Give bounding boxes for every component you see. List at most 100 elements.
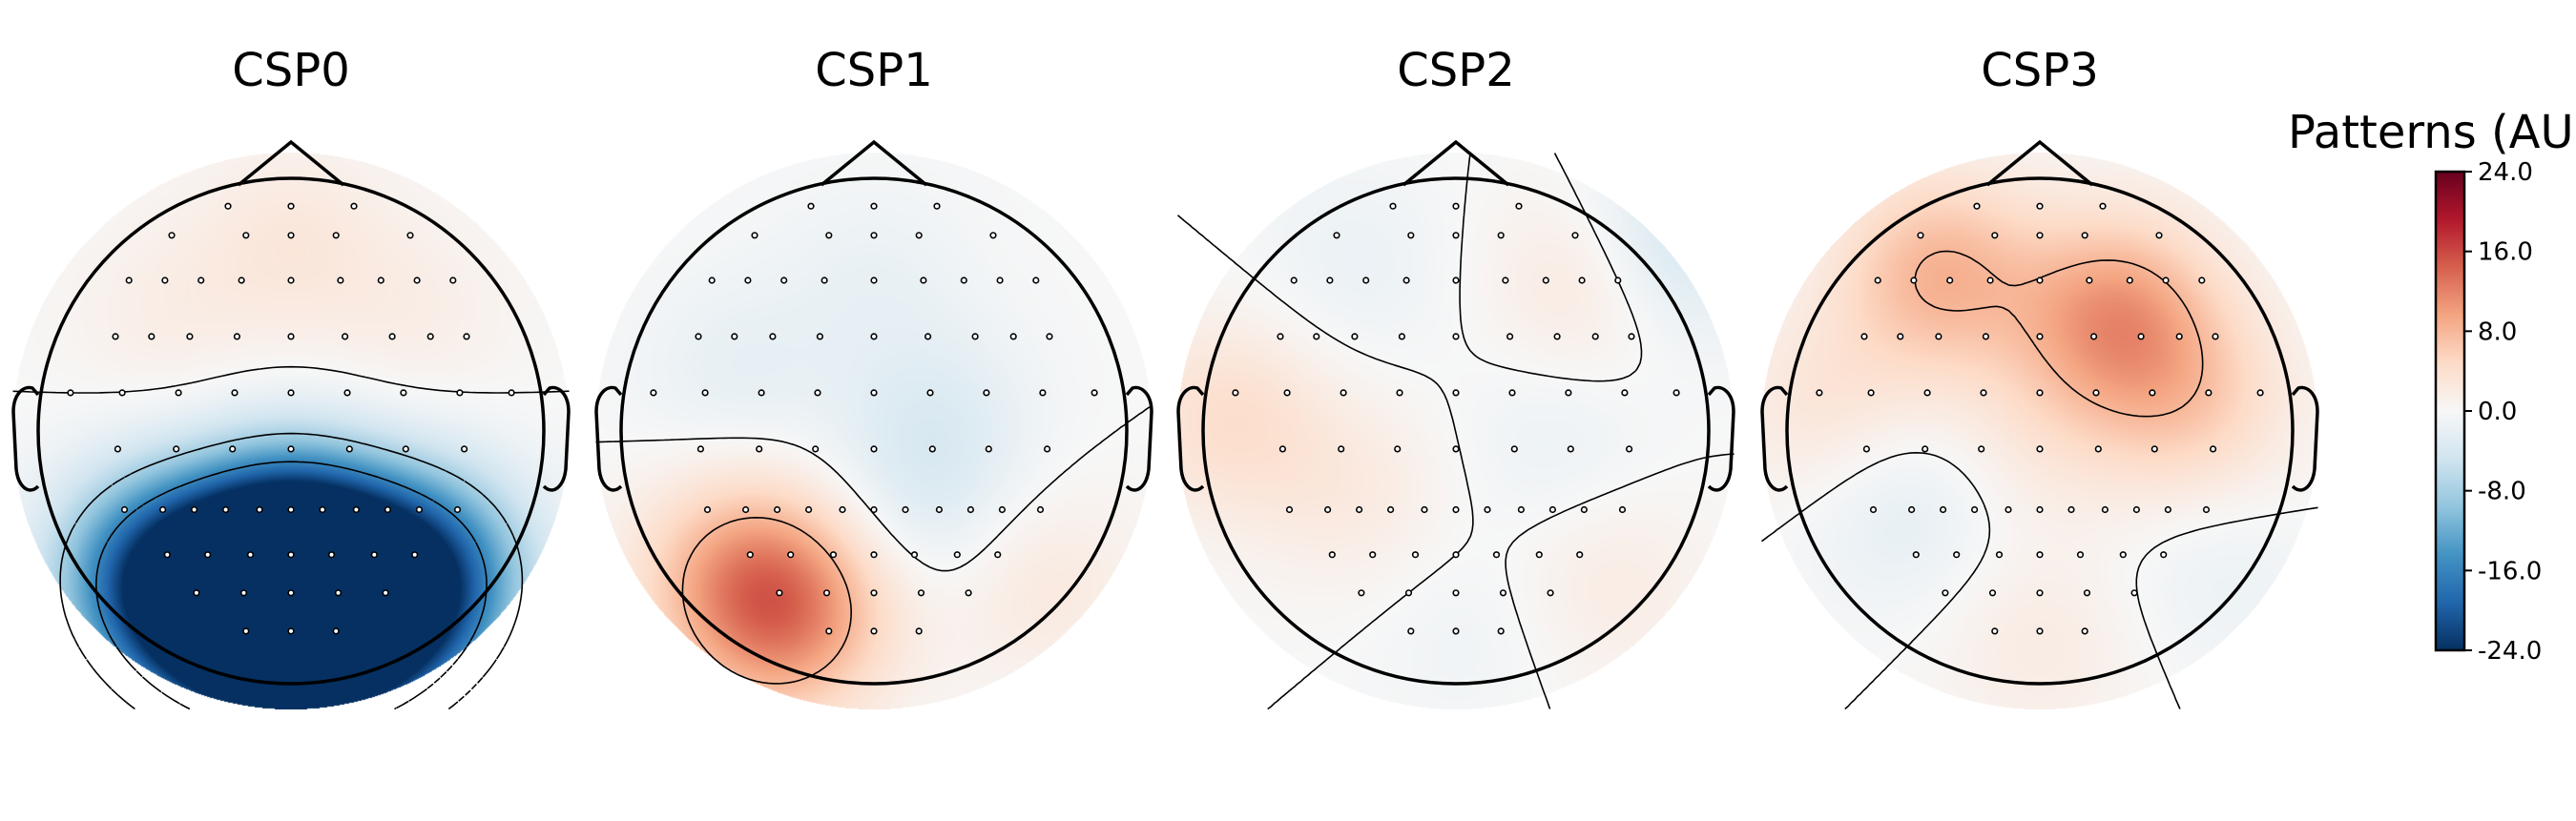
sensor-dot (1922, 445, 1929, 453)
sensor-dot (342, 333, 349, 340)
sensor-dot (814, 389, 821, 397)
sensor-dot (148, 333, 156, 340)
sensor-dot (406, 232, 414, 239)
sensor-dot (708, 277, 716, 284)
sensor-dot (193, 589, 200, 597)
sensor-dot (1283, 389, 1291, 397)
sensor-dot (1816, 389, 1823, 397)
sensor-dot (758, 389, 765, 397)
sensor-dot (1452, 277, 1460, 284)
sensor-dot (1935, 333, 1942, 340)
colorbar-tick-label: 16.0 (2478, 238, 2533, 267)
sensor-dot (1421, 505, 1428, 514)
sensor-dot (1517, 505, 1525, 514)
sensor-dot (787, 551, 795, 559)
sensor-dot (411, 551, 419, 559)
sensor-dot (508, 389, 515, 397)
sensor-dot (821, 277, 828, 284)
sensor-dot (2137, 333, 2145, 340)
sensor-dot (1897, 333, 1904, 340)
topomap-heatmap (595, 153, 1153, 709)
sensor-dot (2081, 232, 2088, 239)
sensor-dot (1547, 589, 1554, 597)
sensor-dot (1043, 445, 1051, 453)
sensor-dot (319, 505, 326, 514)
right-ear-outline (1707, 385, 1735, 492)
sensor-dot (2119, 551, 2127, 559)
head-outline (619, 176, 1129, 686)
sensor-dot (2083, 589, 2091, 597)
colorbar-tick-label: -8.0 (2478, 478, 2526, 506)
sensor-dot (186, 333, 194, 340)
colorbar-title: Patterns (AU) (2288, 106, 2576, 159)
sensor-dot (1404, 589, 1413, 597)
sensor-dot (917, 589, 925, 597)
sensor-dot (870, 627, 878, 635)
sensor-dot (463, 333, 470, 340)
sensor-dot (2149, 389, 2156, 397)
sensor-dot (287, 627, 295, 635)
sensor-dot (920, 277, 927, 284)
sensor-dot (2036, 333, 2044, 340)
contour-line (1761, 452, 2318, 710)
sensor-dot (332, 627, 340, 635)
sensor-dot (965, 589, 972, 597)
sensor-dot (125, 277, 133, 284)
sensor-dot (746, 551, 754, 559)
sensor-dot (287, 589, 295, 597)
sensor-dot (2130, 589, 2138, 597)
topomap-heatmap (1761, 153, 2318, 709)
sensor-dot (2162, 277, 2170, 284)
sensor-dot (935, 505, 944, 514)
sensor-dot (1862, 445, 1870, 453)
sensor-dot (829, 551, 838, 559)
sensor-dot (839, 505, 846, 514)
sensor-dot (1407, 627, 1415, 635)
sensor-dot (870, 232, 878, 239)
sensor-dot (822, 589, 831, 597)
sensor-dot (1618, 505, 1627, 514)
sensor-dot (334, 589, 343, 597)
sensor-dot (1508, 389, 1516, 397)
sensor-dot (2036, 277, 2044, 284)
sensor-dot (2212, 333, 2219, 340)
sensor-dot (825, 627, 833, 635)
sensor-dot (1991, 627, 1999, 635)
nose-outline (1985, 139, 2094, 187)
topomap-csp0: CSP0 (11, 44, 571, 710)
sensor-dot (175, 389, 182, 397)
sensor-dot (870, 389, 878, 397)
colorbar-tick-label: -16.0 (2478, 557, 2542, 585)
sensor-dot (287, 551, 295, 559)
sensor-dot (2126, 277, 2133, 284)
left-ear-outline (11, 385, 40, 492)
sensor-dot (870, 551, 878, 559)
sensor-dot (701, 389, 709, 397)
sensor-dot (256, 505, 263, 514)
sensor-dot (1328, 551, 1336, 559)
colorbar-tick-label: 8.0 (2478, 318, 2517, 346)
sensor-dot (1452, 505, 1460, 514)
sensor-dot (1232, 389, 1239, 397)
sensor-dot (1452, 232, 1460, 239)
sensor-dot (1971, 505, 1979, 514)
head-outline (1201, 176, 1711, 686)
sensor-dot (870, 333, 878, 340)
sensor-dot (350, 202, 358, 210)
sensor-dot (780, 277, 788, 284)
sensor-dot (163, 551, 171, 559)
sensor-dot (2132, 505, 2140, 514)
sensor-dot (1591, 333, 1599, 340)
sensor-dot (695, 333, 702, 340)
sensor-dot (1290, 277, 1298, 284)
topomap-heatmap (12, 153, 570, 709)
sensor-dot (191, 505, 198, 514)
sensor-dot (2175, 333, 2183, 340)
head-outline (1785, 176, 2295, 686)
sensor-dot (1542, 277, 1549, 284)
sensor-dot (246, 551, 255, 559)
sensor-dot (114, 445, 121, 453)
sensor-dot (352, 505, 361, 514)
sensor-dot (238, 277, 245, 284)
